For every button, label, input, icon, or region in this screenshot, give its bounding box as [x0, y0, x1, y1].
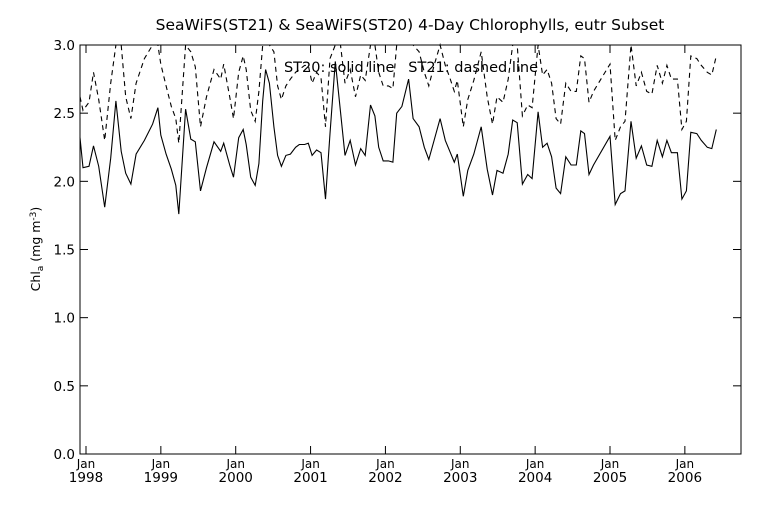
y-tick-label: 3.0: [54, 38, 75, 54]
x-tick-month: Jan: [675, 457, 695, 471]
series-line-st20: [79, 61, 717, 215]
y-tick-labels: 0.0 0.5 1.0 1.5 2.0 2.5 3.0: [54, 38, 75, 463]
x-tick-month: Jan: [375, 457, 395, 471]
x-tick-month: Jan: [151, 457, 171, 471]
x-tick-year: 1999: [144, 470, 178, 486]
x-tick-month: Jan: [225, 457, 245, 471]
y-tick-label: 0.0: [54, 447, 75, 463]
plot-area: [79, 42, 742, 455]
x-tick-year: 2003: [443, 470, 477, 486]
x-tick-month: Jan: [525, 457, 545, 471]
plot-frame: [79, 44, 742, 455]
x-tick-year: 2000: [219, 470, 253, 486]
x-tick-labels: Jan1998Jan1999Jan2000Jan2001Jan2002Jan20…: [69, 457, 702, 486]
x-tick-month: Jan: [76, 457, 96, 471]
x-tick-year: 2002: [368, 470, 402, 486]
x-tick-month: Jan: [300, 457, 320, 471]
x-tick-year: 2005: [593, 470, 627, 486]
y-tick-label: 0.5: [54, 379, 75, 395]
x-tick-year: 2006: [668, 470, 702, 486]
y-tick-label: 2.5: [54, 106, 75, 122]
chart-title: SeaWiFS(ST21) & SeaWiFS(ST20) 4-Day Chlo…: [156, 16, 665, 34]
y-tick-label: 1.0: [54, 311, 75, 327]
y-axis-label: Chla (mg m-3): [28, 207, 46, 292]
x-tick-month: Jan: [600, 457, 620, 471]
axis-ticks: [80, 44, 741, 455]
x-tick-year: 2004: [518, 470, 552, 486]
legend-annotation: ST20: solid line ST21: dashed line: [284, 60, 538, 76]
x-tick-month: Jan: [450, 457, 470, 471]
y-tick-label: 1.5: [54, 243, 75, 259]
series-layer: [79, 42, 717, 215]
y-tick-label: 2.0: [54, 174, 75, 190]
x-tick-year: 2001: [293, 470, 327, 486]
x-tick-year: 1998: [69, 470, 103, 486]
